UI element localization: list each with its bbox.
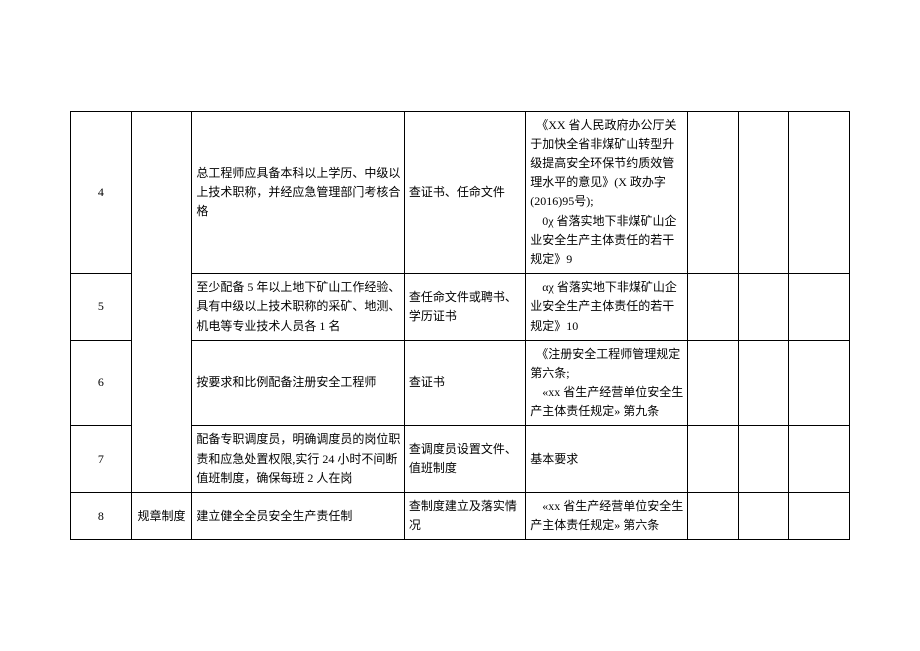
- basis-cell: αχ 省落实地下非煤矿山企业安全生产主体责任的若干规定》10: [526, 274, 688, 341]
- check-cell: 查制度建立及落实情况: [404, 493, 525, 540]
- extra-cell: [738, 111, 789, 274]
- extra-cell: [789, 340, 850, 426]
- description-cell: 按要求和比例配备注册安全工程师: [192, 340, 404, 426]
- extra-cell: [789, 111, 850, 274]
- check-cell: 查调度员设置文件、值班制度: [404, 426, 525, 493]
- extra-cell: [688, 426, 739, 493]
- regulation-table: 4 总工程师应具备本科以上学历、中级以上技术职称，并经应急管理部门考核合格 查证…: [70, 111, 850, 541]
- check-cell: 查证书: [404, 340, 525, 426]
- description-cell: 总工程师应具备本科以上学历、中级以上技术职称，并经应急管理部门考核合格: [192, 111, 404, 274]
- basis-cell: «xx 省生产经营单位安全生产主体责任规定» 第六条: [526, 493, 688, 540]
- extra-cell: [738, 426, 789, 493]
- table-row: 4 总工程师应具备本科以上学历、中级以上技术职称，并经应急管理部门考核合格 查证…: [71, 111, 850, 274]
- extra-cell: [688, 111, 739, 274]
- row-number: 6: [71, 340, 132, 426]
- check-cell: 查任命文件或聘书、学历证书: [404, 274, 525, 341]
- description-cell: 配备专职调度员，明确调度员的岗位职责和应急处置权限,实行 24 小时不间断值班制…: [192, 426, 404, 493]
- extra-cell: [789, 426, 850, 493]
- document-table-container: 4 总工程师应具备本科以上学历、中级以上技术职称，并经应急管理部门考核合格 查证…: [70, 111, 850, 541]
- description-cell: 至少配备 5 年以上地下矿山工作经验、具有中级以上技术职称的采矿、地测、机电等专…: [192, 274, 404, 341]
- extra-cell: [789, 274, 850, 341]
- basis-cell: 《XX 省人民政府办公厅关于加快全省非煤矿山转型升级提高安全环保节约质效管理水平…: [526, 111, 688, 274]
- row-number: 7: [71, 426, 132, 493]
- basis-cell: 基本要求: [526, 426, 688, 493]
- row-number: 8: [71, 493, 132, 540]
- extra-cell: [789, 493, 850, 540]
- extra-cell: [688, 340, 739, 426]
- description-cell: 建立健全全员安全生产责任制: [192, 493, 404, 540]
- row-number: 4: [71, 111, 132, 274]
- extra-cell: [738, 274, 789, 341]
- category-cell: 规章制度: [131, 493, 192, 540]
- extra-cell: [688, 274, 739, 341]
- category-cell: [131, 111, 192, 492]
- row-number: 5: [71, 274, 132, 341]
- extra-cell: [738, 493, 789, 540]
- check-cell: 查证书、任命文件: [404, 111, 525, 274]
- extra-cell: [688, 493, 739, 540]
- table-row: 8 规章制度 建立健全全员安全生产责任制 查制度建立及落实情况 «xx 省生产经…: [71, 493, 850, 540]
- extra-cell: [738, 340, 789, 426]
- basis-cell: 《注册安全工程师管理规定第六条; «xx 省生产经营单位安全生产主体责任规定» …: [526, 340, 688, 426]
